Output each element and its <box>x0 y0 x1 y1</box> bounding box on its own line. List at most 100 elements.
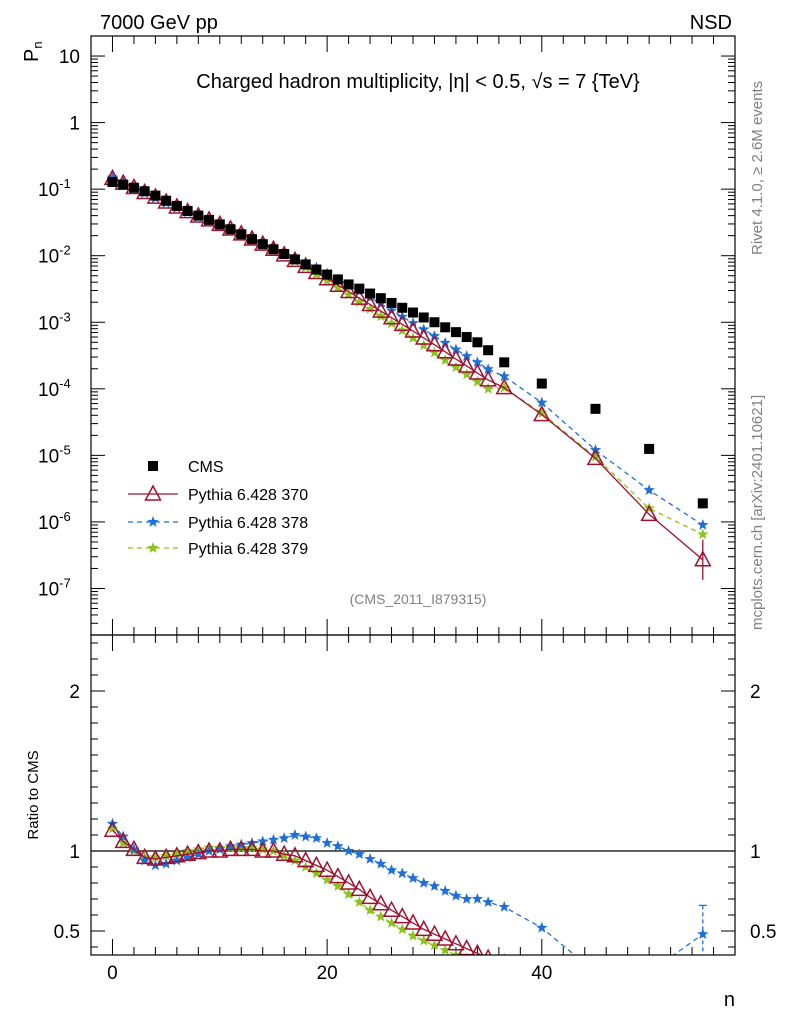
ratio-point <box>342 845 355 856</box>
data-point <box>353 296 366 308</box>
legend-label: Pythia 6.428 378 <box>188 515 308 532</box>
ratio-point <box>332 880 344 892</box>
data-point <box>182 205 193 216</box>
rivet-version-label: Rivet 4.1.0, ≥ 2.6M events <box>749 81 766 255</box>
data-point <box>128 182 139 193</box>
ratio-point <box>382 900 401 917</box>
ratio-point <box>289 829 301 840</box>
ratio-series-line <box>112 823 704 955</box>
ratio-point <box>393 907 412 924</box>
data-point <box>586 448 605 466</box>
ratio-point <box>171 848 183 860</box>
y-tick-label: 10-5 <box>38 442 71 467</box>
ratio-series-0 <box>103 820 506 955</box>
data-point <box>450 361 462 373</box>
ratio-ylabel: Ratio to CMS <box>25 750 42 839</box>
ratio-point <box>329 867 347 884</box>
data-point <box>204 214 215 225</box>
y-tick-label: 10 <box>59 47 80 68</box>
legend-label: Pythia 6.428 370 <box>188 487 308 504</box>
ratio-point <box>135 847 154 865</box>
ratio-point <box>375 857 387 869</box>
data-point <box>300 259 311 270</box>
ratio-point <box>200 841 218 858</box>
data-point <box>247 234 257 245</box>
ratio-point <box>253 841 272 858</box>
ratio-point <box>138 854 151 866</box>
data-point <box>342 288 355 300</box>
ratio-point <box>350 879 369 897</box>
ratio-point <box>296 851 315 868</box>
ratio-point <box>114 831 132 849</box>
ratio-point <box>214 843 226 855</box>
ratio-point <box>339 873 358 890</box>
data-point <box>643 484 655 496</box>
data-point <box>393 314 412 332</box>
data-point <box>118 179 129 190</box>
ratio-point <box>235 841 247 853</box>
ratio-point <box>450 889 462 901</box>
ratio-point <box>117 837 129 848</box>
ratio-point <box>407 929 419 941</box>
y-tick-label: 10-7 <box>38 575 71 600</box>
data-point <box>225 224 236 235</box>
ratio-point <box>361 887 379 905</box>
ratio-point <box>407 872 419 884</box>
data-point <box>450 327 461 338</box>
ratio-point <box>353 848 366 860</box>
data-point <box>397 302 408 313</box>
data-point <box>311 264 322 275</box>
data-point <box>447 349 465 366</box>
ratio-point <box>221 839 240 857</box>
data-point <box>150 190 161 201</box>
data-point <box>418 339 430 351</box>
data-point <box>536 407 548 419</box>
ratio-y-tick-label-right: 0.5 <box>750 922 776 943</box>
ratio-y-tick-label-right: 2 <box>750 682 761 703</box>
data-point <box>590 403 601 414</box>
data-point <box>354 283 365 294</box>
x-tick-label: 20 <box>317 963 338 984</box>
data-point <box>321 274 333 286</box>
x-axis-label: n <box>724 989 735 1011</box>
data-point <box>279 249 290 260</box>
data-point <box>364 303 376 314</box>
data-point <box>429 317 440 328</box>
ratio-point <box>289 854 301 866</box>
data-point <box>289 254 300 265</box>
x-tick-label: 0 <box>107 963 118 984</box>
header-left-label: 7000 GeV pp <box>100 12 218 34</box>
ratio-point <box>385 917 398 928</box>
data-point <box>375 310 387 322</box>
series-line <box>112 177 704 535</box>
data-point <box>332 281 344 293</box>
ratio-point <box>257 835 269 847</box>
ratio-series-line <box>112 829 483 955</box>
legend-item: Pythia 6.428 370 <box>128 484 308 504</box>
data-point <box>482 363 494 375</box>
legend-marker <box>148 461 158 471</box>
y-tick-label: 10-4 <box>38 376 71 401</box>
ratio-point <box>264 841 283 858</box>
main-axis-ticks: 10-7 10-6 10-5 10-4 10-3 10-2 10-1 1 10 <box>38 35 735 636</box>
main-ylabel: Pn <box>21 41 45 62</box>
data-point <box>414 328 433 345</box>
y-tick-label: 10-6 <box>38 509 71 534</box>
data-point <box>193 210 204 221</box>
source-label: mcplots.cern.ch [arXiv:2401.10621] <box>749 395 766 630</box>
data-point <box>236 229 247 240</box>
ratio-point <box>278 849 290 861</box>
data-point <box>640 504 658 522</box>
ratio-point <box>160 849 172 861</box>
ratio-point <box>178 844 197 861</box>
ratio-point <box>385 864 398 876</box>
ratio-point <box>168 846 186 863</box>
data-point <box>106 171 119 183</box>
ratio-point <box>286 846 304 863</box>
data-point <box>697 528 709 540</box>
ratio-point <box>503 953 506 955</box>
data-point <box>365 288 376 299</box>
ratio-point <box>224 840 237 852</box>
ratio-point <box>460 893 473 904</box>
ratio-point <box>364 853 376 864</box>
